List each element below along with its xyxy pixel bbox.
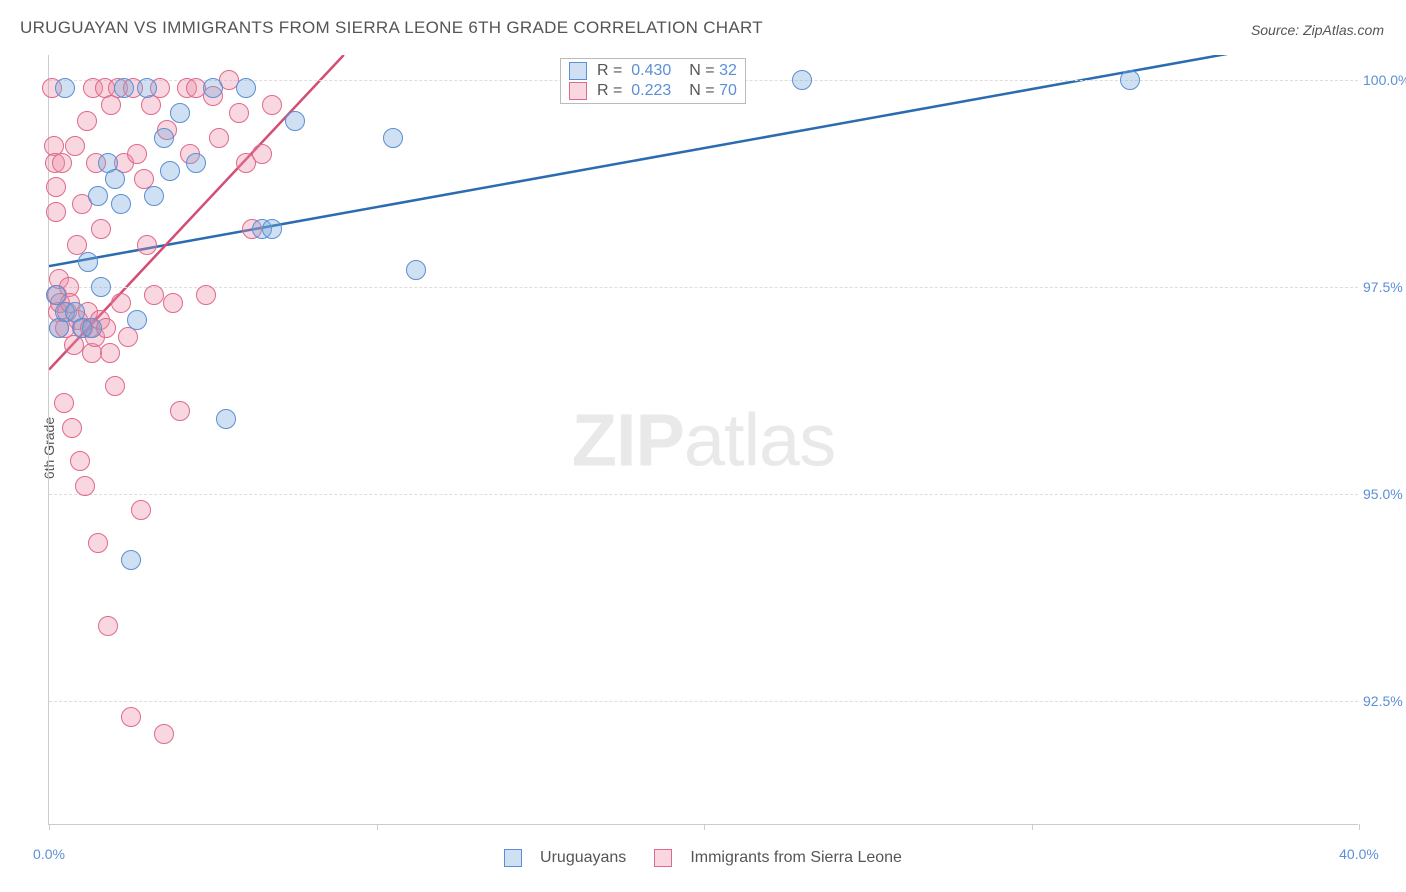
watermark-light: atlas [684,398,835,481]
stats-legend-row: R = 0.223 N = 70 [561,81,745,101]
scatter-marker [262,95,282,115]
scatter-marker [144,285,164,305]
scatter-marker [792,70,812,90]
scatter-marker [236,78,256,98]
scatter-marker [91,219,111,239]
scatter-marker [121,707,141,727]
x-tick-mark [1359,824,1360,830]
scatter-marker [52,153,72,173]
source-text: Source: ZipAtlas.com [1251,22,1384,38]
scatter-marker [127,310,147,330]
scatter-marker [154,128,174,148]
scatter-marker [137,235,157,255]
gridline-h [49,701,1358,702]
x-tick-mark [377,824,378,830]
series-legend-item: Immigrants from Sierra Leone [654,849,902,867]
scatter-marker [216,409,236,429]
scatter-marker [383,128,403,148]
legend-swatch [569,82,587,100]
scatter-marker [252,144,272,164]
legend-swatch [654,849,672,867]
stats-legend: R = 0.430 N = 32 R = 0.223 N = 70 [560,58,746,104]
legend-swatch [504,849,522,867]
scatter-marker [209,128,229,148]
series-legend-item: Uruguayans [504,849,626,867]
scatter-marker [54,393,74,413]
scatter-marker [186,153,206,173]
x-tick-mark [704,824,705,830]
scatter-marker [70,451,90,471]
scatter-marker [105,169,125,189]
scatter-marker [160,161,180,181]
scatter-marker [98,616,118,636]
scatter-marker [144,186,164,206]
scatter-marker [91,277,111,297]
y-tick-label: 97.5% [1363,279,1406,295]
scatter-marker [111,194,131,214]
scatter-marker [196,285,216,305]
gridline-h [49,287,1358,288]
scatter-marker [46,202,66,222]
series-legend: Uruguayans Immigrants from Sierra Leone [0,849,1406,867]
scatter-marker [163,293,183,313]
scatter-marker [111,293,131,313]
scatter-marker [78,252,98,272]
scatter-marker [262,219,282,239]
n-value: 70 [719,82,737,100]
watermark: ZIPatlas [572,397,835,482]
scatter-marker [170,401,190,421]
legend-label: Uruguayans [540,849,626,867]
scatter-marker [229,103,249,123]
scatter-marker [62,418,82,438]
r-value: 0.430 [627,62,671,80]
scatter-marker [88,186,108,206]
chart-title: URUGUAYAN VS IMMIGRANTS FROM SIERRA LEON… [20,18,763,38]
scatter-marker [100,343,120,363]
scatter-marker [170,103,190,123]
scatter-marker [114,78,134,98]
scatter-marker [154,724,174,744]
scatter-marker [203,78,223,98]
n-value: 32 [719,62,737,80]
scatter-marker [65,136,85,156]
scatter-marker [55,78,75,98]
scatter-marker [127,144,147,164]
r-value: 0.223 [627,82,671,100]
plot-area: ZIPatlas 92.5%95.0%97.5%100.0%0.0%40.0% [48,55,1358,825]
n-label: N = [689,62,719,80]
scatter-marker [406,260,426,280]
r-label: R = [597,82,627,100]
n-label: N = [689,82,719,100]
y-tick-label: 95.0% [1363,486,1406,502]
scatter-marker [121,550,141,570]
legend-swatch [569,62,587,80]
gridline-h [49,494,1358,495]
scatter-marker [75,476,95,496]
scatter-marker [285,111,305,131]
r-label: R = [597,62,627,80]
scatter-marker [131,500,151,520]
scatter-marker [46,177,66,197]
scatter-marker [1120,70,1140,90]
x-tick-mark [1032,824,1033,830]
watermark-bold: ZIP [572,398,684,481]
scatter-marker [88,533,108,553]
x-tick-mark [49,824,50,830]
y-tick-label: 92.5% [1363,693,1406,709]
legend-label: Immigrants from Sierra Leone [690,849,902,867]
scatter-marker [105,376,125,396]
scatter-marker [77,111,97,131]
stats-legend-row: R = 0.430 N = 32 [561,61,745,81]
scatter-marker [82,318,102,338]
scatter-marker [137,78,157,98]
y-tick-label: 100.0% [1363,72,1406,88]
